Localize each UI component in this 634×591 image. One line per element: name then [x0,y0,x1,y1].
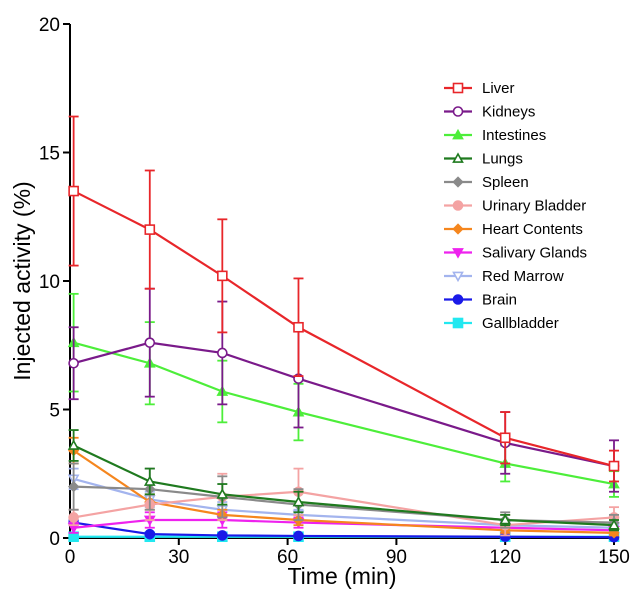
series-line [73,190,615,468]
series-line [73,444,615,527]
data-point [499,432,511,444]
legend-swatch-marker [452,152,464,163]
legend-item-spleen: Spleen [444,174,529,191]
axes: 0 5 10 15 20 0 30 60 90 120 150 Injected activity… [9,15,630,589]
x-ticks: 0 30 60 90 120 150 [65,538,630,568]
legend-item-liver: Liver [444,80,515,97]
series-line [73,341,615,486]
legend-swatch-marker [452,82,464,94]
data-point [67,480,80,493]
data-point [293,321,304,333]
y-tick-label: 20 [39,15,60,36]
legend-label: Urinary Bladder [482,198,586,215]
series-line [73,449,615,534]
legend-item-red-marrow: Red Marrow [444,268,564,285]
legend-swatch-marker [452,294,464,305]
legend-swatch-marker [452,128,464,140]
y-tick-label: 0 [49,529,60,550]
x-axis-title: Time (min) [287,563,396,589]
legend-label: Red Marrow [482,268,564,285]
data-point [217,347,228,359]
data-point [217,530,228,541]
legend: Liver Kidneys Intestines Lungs Spleen Urinary… [444,80,587,332]
data-point [217,270,228,282]
y-tick-label: 10 [39,272,60,293]
legend-label: Intestines [482,127,546,144]
data-point [144,224,156,235]
data-point [293,530,304,542]
data-point [68,512,79,523]
data-point [608,460,620,472]
legend-label: Liver [482,80,515,97]
legend-label: Salivary Glands [482,245,587,262]
series-line [73,518,615,532]
legend-swatch-marker [452,200,464,211]
data-point [216,488,229,499]
x-tick-label: 120 [489,547,521,568]
data-point [143,475,156,486]
x-tick-label: 60 [277,547,298,568]
legend-swatch-marker [452,223,464,235]
legend-label: Brain [482,292,517,309]
data-point [144,528,156,540]
legend-swatch-marker [452,176,464,188]
series-line [73,477,615,529]
series-layer [67,115,620,543]
x-tick-label: 150 [598,547,630,568]
legend-swatch-marker [452,317,464,329]
y-axis-title: Injected activity (%) [9,181,35,380]
data-point [292,495,305,507]
data-point [68,185,79,197]
data-point [67,439,80,450]
data-point [499,513,512,525]
y-tick-label: 15 [39,144,60,165]
series-line [73,521,615,539]
x-tick-label: 30 [168,547,189,568]
series-line [73,341,615,468]
data-point [608,519,620,530]
legend-swatch-marker [452,248,464,259]
legend-item-urinary-bladder: Urinary Bladder [444,198,586,215]
series-line [73,490,615,527]
legend-label: Spleen [482,174,529,191]
legend-swatch-marker [452,271,464,283]
series-lungs [67,429,620,532]
legend-label: Kidneys [482,104,535,121]
legend-label: Gallbladder [482,315,559,332]
y-tick-label: 5 [49,401,60,422]
legend-label: Lungs [482,151,523,168]
legend-item-salivary-glands: Salivary Glands [444,245,587,262]
legend-item-kidneys: Kidneys [444,104,535,121]
series-liver [68,115,620,483]
legend-item-brain: Brain [444,292,517,309]
legend-item-intestines: Intestines [444,127,546,144]
legend-item-lungs: Lungs [444,151,523,168]
data-point [144,337,156,348]
y-ticks: 0 5 10 15 20 [39,15,70,550]
x-tick-label: 0 [65,547,76,568]
legend-swatch-marker [452,106,464,117]
data-point [68,357,79,369]
x-tick-label: 90 [386,547,407,568]
legend-item-gallbladder: Gallbladder [444,315,559,332]
legend-label: Heart Contents [482,221,583,238]
legend-item-heart-contents: Heart Contents [444,221,583,238]
